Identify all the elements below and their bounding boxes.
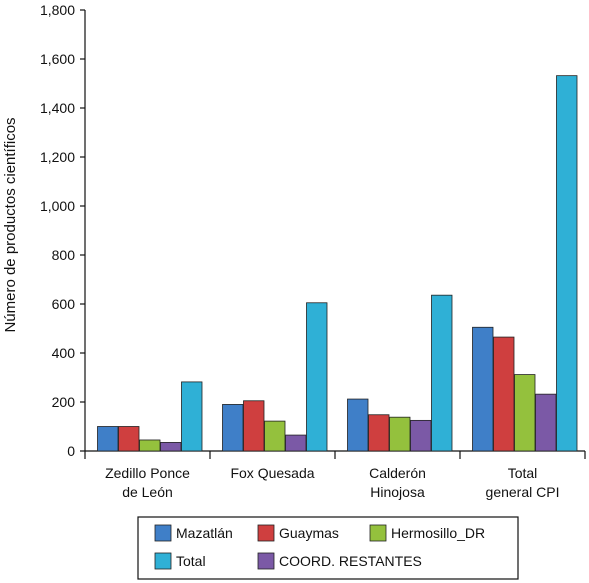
bar-total [306,302,328,452]
y-tick-label: 400 [52,345,76,361]
bars [97,75,578,452]
bar-guaymas [118,426,140,452]
legend-swatch [154,552,172,570]
y-axis-label: Número de productos científicos [2,117,19,332]
legend-box [137,516,519,580]
bar-mazatl-n [347,398,369,452]
bar-hermosillo-dr [264,420,286,452]
bar-guaymas [493,336,515,452]
legend-swatch [154,524,172,542]
bar-mazatl-n [222,404,244,452]
legend-label: Guaymas [279,525,339,541]
bar-total [431,294,453,452]
bar-coord-restantes [285,434,307,452]
bar-coord-restantes [160,442,182,452]
legend-label: COORD. RESTANTES [279,553,422,569]
legend-swatch [257,524,275,542]
bar-guaymas [243,400,265,452]
bar-hermosillo-dr [139,439,161,452]
bar-mazatl-n [472,326,494,452]
bar-hermosillo-dr [389,416,411,452]
bar-coord-restantes [535,393,557,452]
bar-total [556,75,578,452]
x-tick-label: Zedillo Ponce [105,465,190,481]
x-tick-label: Fox Quesada [230,465,314,481]
legend-label: Mazatlán [176,525,233,541]
y-tick-label: 1,400 [40,100,75,116]
legend-label: Hermosillo_DR [391,525,485,541]
x-tick-label: Total [508,465,538,481]
x-axis: Zedillo Ponce de León Fox Quesada Calderón H… [84,450,586,500]
x-tick-label: Hinojosa [370,484,425,500]
y-tick-label: 1,200 [40,149,75,165]
bar-hermosillo-dr [514,374,536,452]
y-tick-label: 1,000 [40,198,75,214]
y-tick-label: 200 [52,394,76,410]
bar-total [181,381,203,452]
y-tick-label: 1,600 [40,51,75,67]
y-tick-label: 0 [67,443,75,459]
legend: Mazatlán Guaymas Hermosillo_DR Total COORD. … [137,516,519,580]
bar-coord-restantes [410,419,432,452]
x-tick-label: Calderón [369,465,426,481]
x-tick-label: general CPI [486,484,560,500]
y-tick-label: 1,800 [40,2,75,18]
x-tick-label: de León [122,484,173,500]
y-tick-label: 800 [52,247,76,263]
y-axis: 0 200 400 600 800 1,000 1,200 1,400 1,600 1,800 [40,2,86,459]
y-tick-label: 600 [52,296,76,312]
bar-mazatl-n [97,426,119,452]
legend-swatch [369,524,387,542]
legend-label: Total [176,553,206,569]
bar-guaymas [368,414,390,452]
legend-swatch [257,552,275,570]
